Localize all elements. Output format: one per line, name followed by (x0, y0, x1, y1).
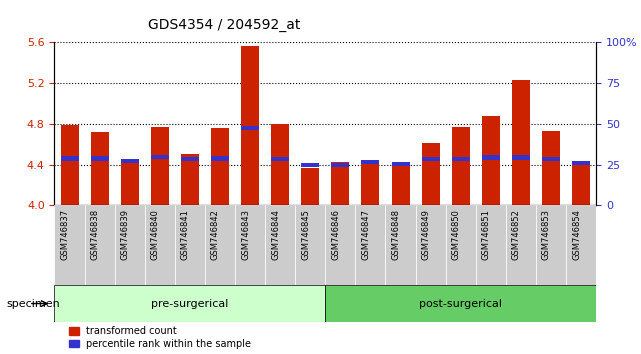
Bar (422, 157, 440, 161)
FancyBboxPatch shape (54, 205, 85, 285)
FancyBboxPatch shape (205, 205, 235, 285)
Text: GSM746837: GSM746837 (60, 209, 69, 261)
Text: GSM746850: GSM746850 (452, 209, 461, 260)
FancyBboxPatch shape (296, 205, 326, 285)
Bar (331, 161, 349, 205)
Text: GSM746846: GSM746846 (331, 209, 340, 260)
Bar (60, 156, 79, 160)
Text: GSM746849: GSM746849 (422, 209, 431, 260)
Text: GSM746843: GSM746843 (241, 209, 250, 260)
Text: GSM746840: GSM746840 (151, 209, 160, 260)
FancyBboxPatch shape (355, 205, 385, 285)
Bar (211, 128, 229, 205)
FancyBboxPatch shape (265, 205, 296, 285)
Text: GSM746847: GSM746847 (362, 209, 370, 260)
Text: GSM746842: GSM746842 (211, 209, 220, 260)
FancyBboxPatch shape (566, 205, 596, 285)
Bar (392, 161, 410, 166)
FancyBboxPatch shape (326, 205, 355, 285)
Text: GSM746854: GSM746854 (572, 209, 581, 260)
Text: GSM746848: GSM746848 (392, 209, 401, 260)
Text: GSM746838: GSM746838 (90, 209, 99, 261)
Bar (482, 116, 500, 205)
Bar (271, 124, 289, 205)
FancyBboxPatch shape (506, 205, 536, 285)
FancyBboxPatch shape (385, 205, 415, 285)
Text: GSM746839: GSM746839 (121, 209, 129, 260)
FancyBboxPatch shape (115, 205, 145, 285)
Bar (271, 157, 289, 161)
Text: specimen: specimen (6, 298, 60, 309)
Bar (572, 160, 590, 165)
Bar (90, 132, 109, 205)
Bar (241, 126, 259, 130)
Bar (301, 163, 319, 167)
Bar (512, 80, 530, 205)
Bar (362, 160, 379, 164)
Text: GDS4354 / 204592_at: GDS4354 / 204592_at (148, 18, 301, 32)
Bar (181, 154, 199, 205)
Bar (542, 157, 560, 161)
Bar (60, 125, 79, 205)
FancyBboxPatch shape (54, 285, 326, 322)
Bar (151, 155, 169, 159)
Text: post-surgerical: post-surgerical (419, 298, 502, 309)
Bar (121, 160, 138, 205)
Bar (482, 155, 500, 160)
FancyBboxPatch shape (145, 205, 175, 285)
FancyBboxPatch shape (536, 205, 566, 285)
Bar (301, 168, 319, 205)
Bar (452, 157, 470, 161)
Bar (362, 161, 379, 205)
Bar (392, 164, 410, 205)
Bar (211, 156, 229, 160)
FancyBboxPatch shape (445, 205, 476, 285)
Legend: transformed count, percentile rank within the sample: transformed count, percentile rank withi… (69, 326, 251, 349)
Bar (241, 46, 259, 205)
Text: GSM746845: GSM746845 (301, 209, 310, 260)
Text: pre-surgerical: pre-surgerical (151, 298, 229, 309)
Bar (542, 131, 560, 205)
Text: GSM746852: GSM746852 (512, 209, 521, 260)
Bar (90, 156, 109, 160)
FancyBboxPatch shape (85, 205, 115, 285)
Bar (121, 159, 138, 163)
FancyBboxPatch shape (175, 205, 205, 285)
Text: GSM746844: GSM746844 (271, 209, 280, 260)
Bar (151, 127, 169, 205)
FancyBboxPatch shape (476, 205, 506, 285)
Text: GSM746853: GSM746853 (542, 209, 551, 260)
Text: GSM746851: GSM746851 (482, 209, 491, 260)
Bar (452, 127, 470, 205)
FancyBboxPatch shape (415, 205, 445, 285)
FancyBboxPatch shape (326, 285, 596, 322)
Bar (512, 155, 530, 160)
Bar (331, 163, 349, 167)
Text: GSM746841: GSM746841 (181, 209, 190, 260)
FancyBboxPatch shape (235, 205, 265, 285)
Bar (422, 143, 440, 205)
Bar (572, 161, 590, 205)
Bar (181, 157, 199, 161)
